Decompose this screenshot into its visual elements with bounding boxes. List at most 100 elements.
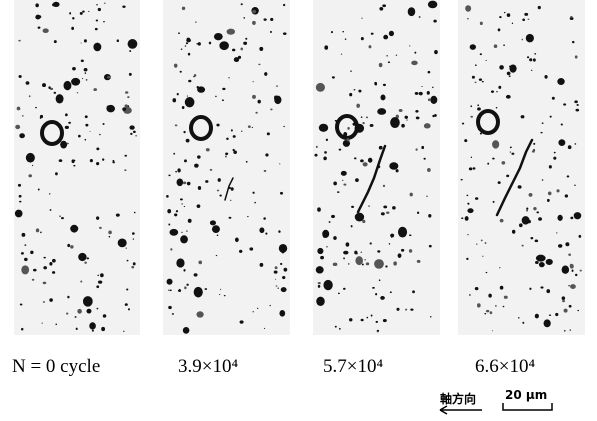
pore [19,201,22,203]
pore [88,11,89,12]
pore [472,76,475,79]
pore [197,204,201,208]
pore [43,266,47,269]
pore [552,97,555,100]
pore [574,143,576,144]
pore [78,253,86,261]
pore [53,2,60,7]
pore [417,260,421,263]
pore [433,20,436,23]
pore [232,49,235,52]
pore [185,97,195,107]
pore [92,330,94,332]
pore [568,145,572,149]
pore [529,58,532,61]
pore [531,70,533,71]
pore [278,288,279,289]
pore [264,72,267,76]
pore [432,115,434,118]
pore [526,208,528,210]
pore [186,284,188,286]
pore [258,64,260,66]
pore [375,293,377,295]
pore [361,18,362,19]
pore [67,296,69,299]
pore [500,286,504,290]
pore [260,263,264,267]
pore [482,256,483,257]
pore [180,71,182,73]
pore [326,139,328,141]
pore [375,83,377,85]
pore [428,1,437,9]
pore [338,293,340,295]
pore [347,127,349,130]
pore [197,155,201,158]
pore [530,237,533,239]
pore [507,72,511,76]
pore [427,168,431,172]
pore [398,253,402,258]
pore [333,181,337,185]
panel [14,0,140,335]
pore [562,266,569,274]
pore [180,235,188,243]
pore [212,225,220,233]
pore [26,153,35,163]
pore [522,18,525,21]
pore [30,251,33,254]
pore [335,326,337,328]
pore [511,153,514,155]
pore [355,256,363,265]
pore [470,105,472,107]
pore [416,116,420,119]
pore [580,270,582,272]
pore [562,300,565,302]
pore [473,167,476,169]
pore [542,122,544,124]
pore [38,26,41,28]
pore [368,158,373,163]
pore [364,259,365,260]
pore [65,113,68,116]
pore [263,18,266,20]
pore [98,8,101,11]
pore [477,104,479,106]
pore [20,304,23,306]
pore [215,96,216,98]
pore [524,13,528,16]
pore [205,180,208,183]
pore [55,172,58,175]
pore [183,182,186,185]
pore [521,115,525,118]
pore [54,92,57,94]
pore [368,205,370,206]
pore [252,127,253,128]
pore [133,262,136,265]
pore [535,314,539,319]
pore [480,133,482,135]
pore [55,324,57,326]
pore [19,195,22,198]
pore [85,72,87,74]
panel-label: 3.9×10⁴ [178,356,238,378]
pore [278,230,280,233]
pore [178,32,180,34]
pore [96,147,99,150]
pore [129,73,132,76]
pore [264,328,265,329]
pore [342,31,344,32]
pore [568,285,570,286]
pore [174,213,177,216]
pore [279,310,285,317]
pore [329,221,331,223]
pore [219,294,220,295]
pore [558,139,565,146]
pore [534,53,536,54]
pore [533,207,536,210]
panel-label: 6.6×10⁴ [475,356,535,378]
pore [491,90,494,93]
pore [362,264,364,266]
pore [284,268,288,272]
pore [316,83,325,92]
